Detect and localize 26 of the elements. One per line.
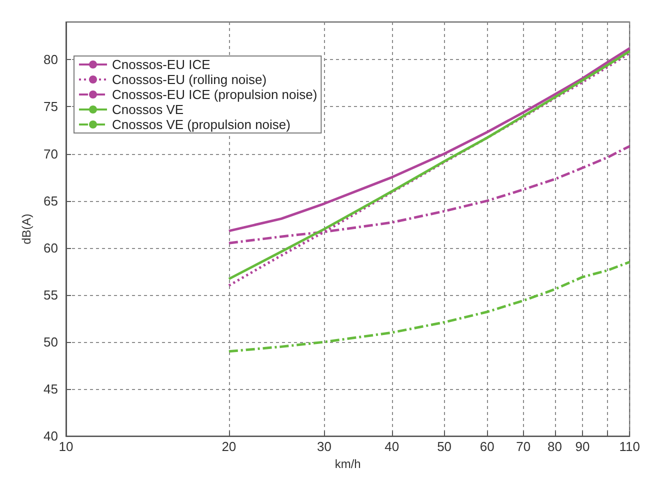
x-tick-label: 20 xyxy=(222,439,236,454)
legend-label: Cnossos-EU ICE xyxy=(112,57,211,72)
y-tick-label: 60 xyxy=(44,240,58,256)
x-tick-label: 90 xyxy=(575,439,590,454)
y-tick-label: 45 xyxy=(44,382,58,397)
y-tick-label: 70 xyxy=(44,146,58,162)
legend-label: Cnossos-EU (rolling noise) xyxy=(112,72,267,87)
x-tick-label: 70 xyxy=(516,439,531,454)
x-tick-label: 50 xyxy=(437,439,452,454)
x-tick-label: 80 xyxy=(548,439,562,454)
x-tick-label: 30 xyxy=(317,439,332,454)
x-tick-label: 110 xyxy=(619,439,640,454)
y-tick-label: 55 xyxy=(44,287,58,302)
y-tick-label: 80 xyxy=(44,52,58,68)
x-tick-label: 10 xyxy=(58,439,74,454)
y-axis-title: dB(A) xyxy=(20,214,34,244)
legend-label: Cnossos VE xyxy=(112,102,184,117)
y-tick-label: 40 xyxy=(44,428,58,444)
legend-label: Cnossos-EU ICE (propulsion noise) xyxy=(112,87,318,102)
x-tick-label: 60 xyxy=(480,439,494,454)
y-tick-label: 65 xyxy=(44,193,58,208)
y-tick-label: 75 xyxy=(44,99,58,114)
legend-label: Cnossos VE (propulsion noise) xyxy=(112,117,290,132)
y-tick-label: 50 xyxy=(44,334,58,350)
x-axis-title: km/h xyxy=(334,457,361,471)
x-tick-label: 40 xyxy=(384,439,400,454)
